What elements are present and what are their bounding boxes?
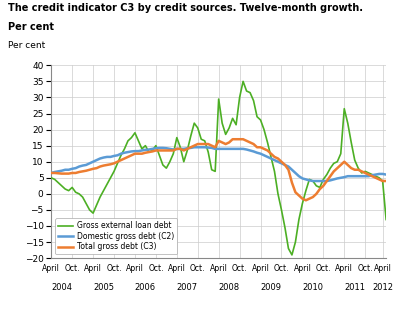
Gross external loan debt (59, 184, 64, 188)
Total gross debt (C3) (73, 171, 78, 175)
Gross external loan debt (241, 80, 245, 83)
Text: Per cent: Per cent (7, 41, 45, 50)
Domestic gross debt (C2) (192, 146, 197, 149)
Text: 2012: 2012 (372, 283, 393, 292)
Gross external loan debt (49, 176, 54, 180)
Domestic gross debt (C2) (314, 179, 319, 183)
Total gross debt (C3) (230, 137, 235, 141)
Total gross debt (C3) (136, 152, 141, 156)
Text: 2007: 2007 (177, 283, 198, 292)
Domestic gross debt (C2) (73, 166, 78, 170)
Text: The credit indicator C3 by credit sources. Twelve-month growth.: The credit indicator C3 by credit source… (8, 3, 363, 13)
Text: 2009: 2009 (260, 283, 281, 292)
Domestic gross debt (C2) (59, 169, 64, 173)
Total gross debt (C3) (303, 198, 308, 202)
Gross external loan debt (314, 184, 319, 188)
Text: 2005: 2005 (93, 283, 114, 292)
Total gross debt (C3) (314, 192, 319, 196)
Domestic gross debt (C2) (384, 173, 388, 176)
Total gross debt (C3) (59, 172, 64, 175)
Total gross debt (C3) (244, 139, 249, 143)
Gross external loan debt (384, 218, 388, 221)
Domestic gross debt (C2) (49, 171, 54, 175)
Text: 2011: 2011 (344, 283, 365, 292)
Line: Domestic gross debt (C2): Domestic gross debt (C2) (51, 147, 386, 181)
Text: 2004: 2004 (51, 283, 72, 292)
Domestic gross debt (C2) (136, 149, 141, 153)
Line: Total gross debt (C3): Total gross debt (C3) (51, 139, 386, 200)
Text: 2008: 2008 (219, 283, 240, 292)
Domestic gross debt (C2) (220, 147, 225, 151)
Line: Gross external loan debt: Gross external loan debt (51, 81, 386, 255)
Gross external loan debt (290, 253, 294, 257)
Text: Per cent: Per cent (8, 22, 54, 32)
Text: 2006: 2006 (135, 283, 156, 292)
Domestic gross debt (C2) (310, 179, 315, 183)
Total gross debt (C3) (49, 171, 54, 175)
Gross external loan debt (216, 97, 221, 101)
Total gross debt (C3) (384, 179, 388, 183)
Gross external loan debt (73, 190, 78, 194)
Gross external loan debt (136, 139, 141, 143)
Legend: Gross external loan debt, Domestic gross debt (C2), Total gross debt (C3): Gross external loan debt, Domestic gross… (55, 218, 178, 254)
Gross external loan debt (244, 89, 249, 93)
Text: 2010: 2010 (302, 283, 323, 292)
Domestic gross debt (C2) (244, 148, 249, 151)
Total gross debt (C3) (216, 139, 221, 143)
